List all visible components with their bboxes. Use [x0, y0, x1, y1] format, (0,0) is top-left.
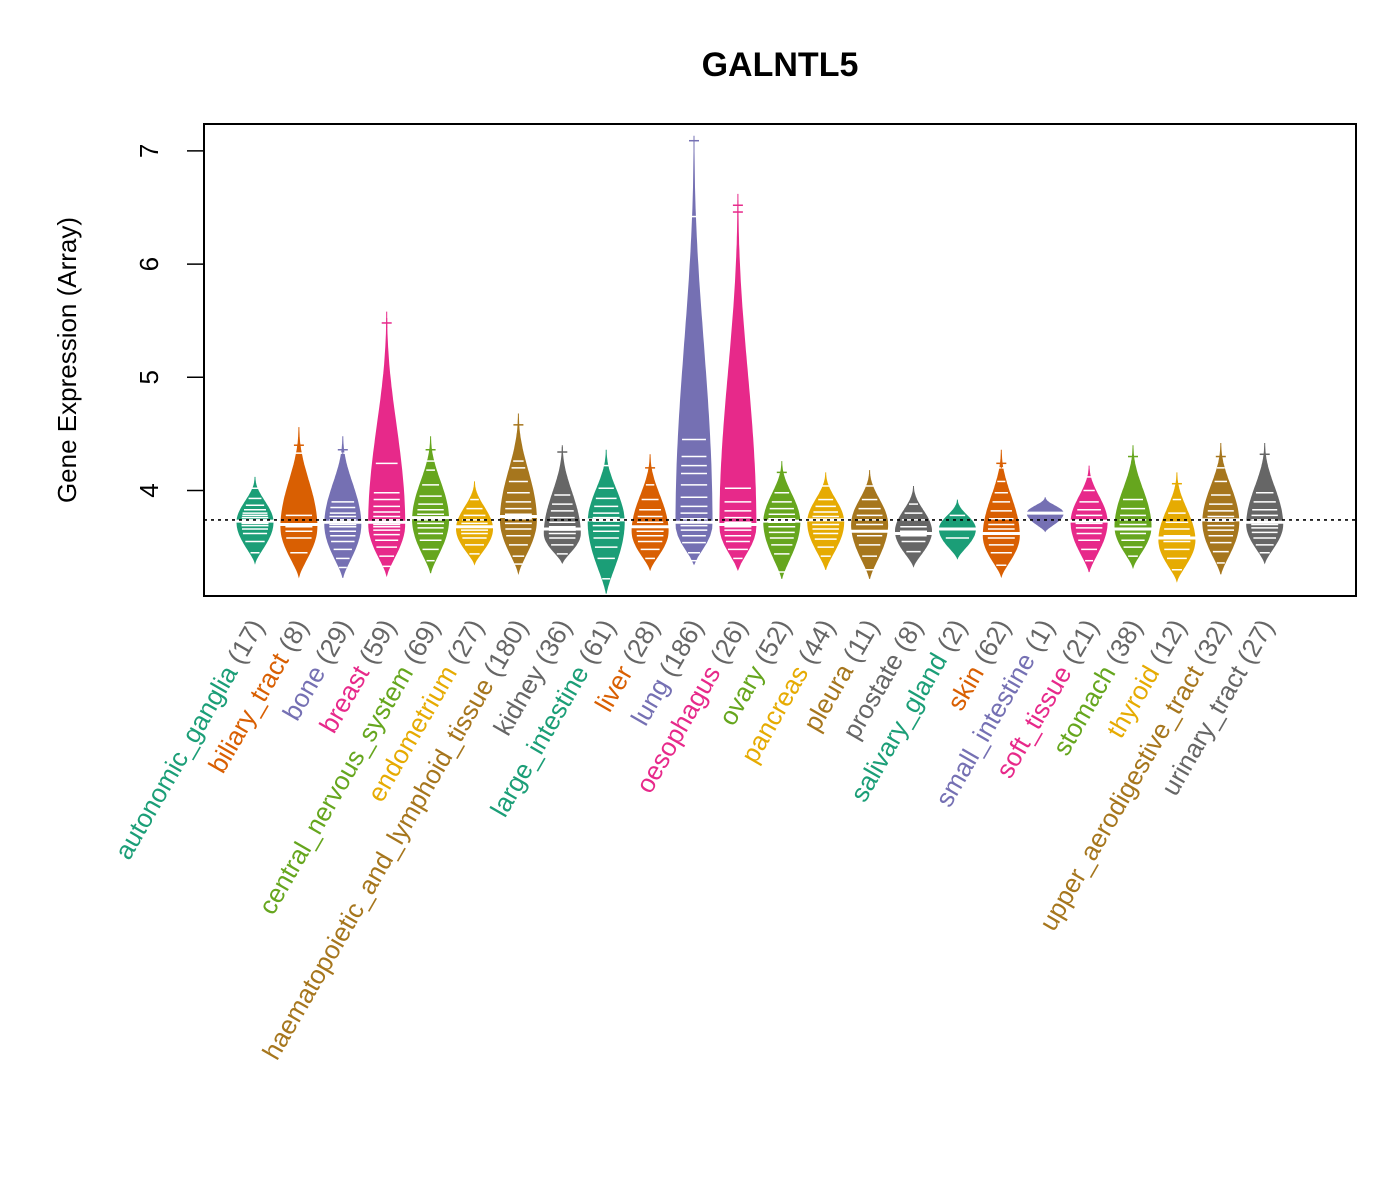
plot-area — [204, 135, 1356, 594]
x-axis-labels: autonomic_ganglia (17)biliary_tract (8)b… — [108, 614, 1280, 1065]
bean-thyroid — [1158, 472, 1196, 583]
bean-biliary_tract — [280, 427, 318, 579]
bean-soft_tissue — [1070, 465, 1108, 573]
y-tick-label: 4 — [134, 483, 164, 497]
y-axis: 4 5 6 7 — [134, 144, 205, 498]
bean-stomach — [1114, 445, 1152, 570]
bean-lung — [675, 137, 713, 566]
bean-breast — [368, 311, 406, 578]
y-tick-label: 6 — [134, 257, 164, 271]
y-axis-label: Gene Expression (Array) — [52, 217, 82, 503]
y-tick-label: 5 — [134, 370, 164, 384]
bean-upper_aerodigestive_tract — [1202, 443, 1240, 575]
bean-oesophagus — [719, 193, 757, 571]
bean-skin — [982, 449, 1020, 579]
chart-title: GALNTL5 — [702, 46, 859, 84]
y-tick-label: 7 — [134, 144, 164, 158]
